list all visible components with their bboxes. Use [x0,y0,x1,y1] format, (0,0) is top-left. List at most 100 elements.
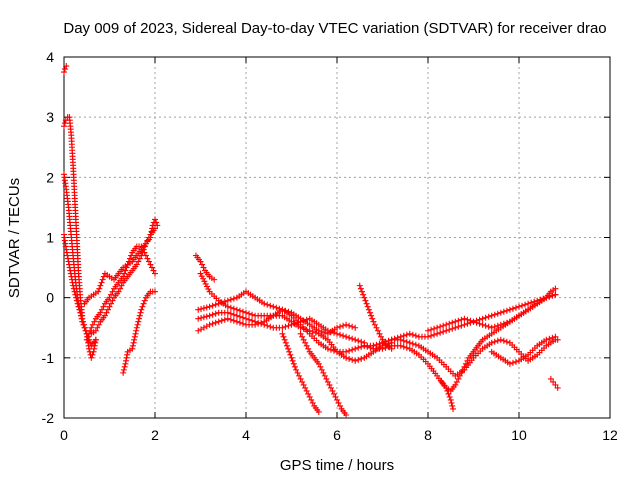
data-point [318,328,325,335]
data-point [352,336,359,343]
data-point [69,279,76,286]
data-point [321,372,328,379]
data-point [315,360,322,367]
data-point [68,273,75,280]
data-point [370,318,377,325]
data-point [412,332,419,339]
data-point [346,334,353,341]
series-s13 [195,306,359,337]
data-point [81,324,88,331]
data-point [358,343,365,350]
data-point [221,298,228,305]
data-point [200,264,207,271]
x-tick-label: 2 [151,427,159,443]
data-point [431,325,438,332]
data-point [282,339,289,346]
data-point [358,338,365,345]
data-point [494,322,501,329]
data-point [437,323,444,330]
data-point [379,339,386,346]
data-point [552,291,559,298]
data-point [449,402,456,409]
data-point [473,319,480,326]
data-point [128,252,135,259]
data-point [482,322,489,329]
data-point [332,393,339,400]
data-point [195,327,202,334]
data-point [452,381,459,388]
data-point [138,306,145,313]
data-point [369,315,376,322]
data-point [312,329,319,336]
data-point [368,312,375,319]
data-point [136,255,143,262]
data-point [448,399,455,406]
x-tick-label: 0 [60,427,68,443]
data-point [92,327,99,334]
data-point [140,300,147,307]
data-point [120,369,127,376]
data-point [363,300,370,307]
data-point [459,366,466,373]
data-point [221,316,228,323]
data-point [258,319,265,326]
data-point [73,294,80,301]
data-point [437,329,444,336]
data-point [249,311,256,318]
data-point [397,333,404,340]
data-point [297,330,304,337]
data-point [452,318,459,325]
data-point [446,320,453,327]
data-point [461,315,468,322]
y-axis-label: SDTVAR / TECUs [6,178,23,298]
data-point [549,292,556,299]
data-point [461,321,468,328]
data-point [449,325,456,332]
y-tick-label: 4 [46,49,54,65]
data-point [203,304,210,311]
data-point [343,333,350,340]
data-point [136,312,143,319]
data-point [315,408,322,415]
data-point [428,326,435,333]
data-point [362,297,369,304]
data-point [224,303,231,310]
data-point [103,309,110,316]
data-point [209,320,216,327]
data-point [391,335,398,342]
data-point [321,329,328,336]
data-point [80,318,87,325]
data-point [152,288,158,295]
data-point [139,249,146,256]
data-point [145,258,152,265]
data-point [403,344,410,351]
data-point [86,345,93,352]
data-point [133,261,140,268]
data-point [506,360,513,367]
x-tick-label: 8 [424,427,432,443]
data-point [289,357,296,364]
data-point [446,393,453,400]
data-point [303,387,310,394]
data-point [285,308,292,315]
data-point [355,337,362,344]
data-point [309,328,316,335]
data-point [453,378,460,385]
data-point [299,333,306,340]
data-point [145,234,152,241]
data-point [488,312,495,319]
data-point [443,327,450,334]
data-point [434,324,441,331]
data-point [252,321,259,328]
data-point [346,355,353,362]
data-point [376,340,383,347]
data-point [346,322,353,329]
data-point [227,304,234,311]
data-point [406,339,413,346]
data-point [117,285,124,292]
x-tick-label: 4 [242,427,250,443]
data-point [152,270,158,277]
data-point [243,315,249,322]
data-point [554,384,561,391]
data-point [337,331,344,338]
